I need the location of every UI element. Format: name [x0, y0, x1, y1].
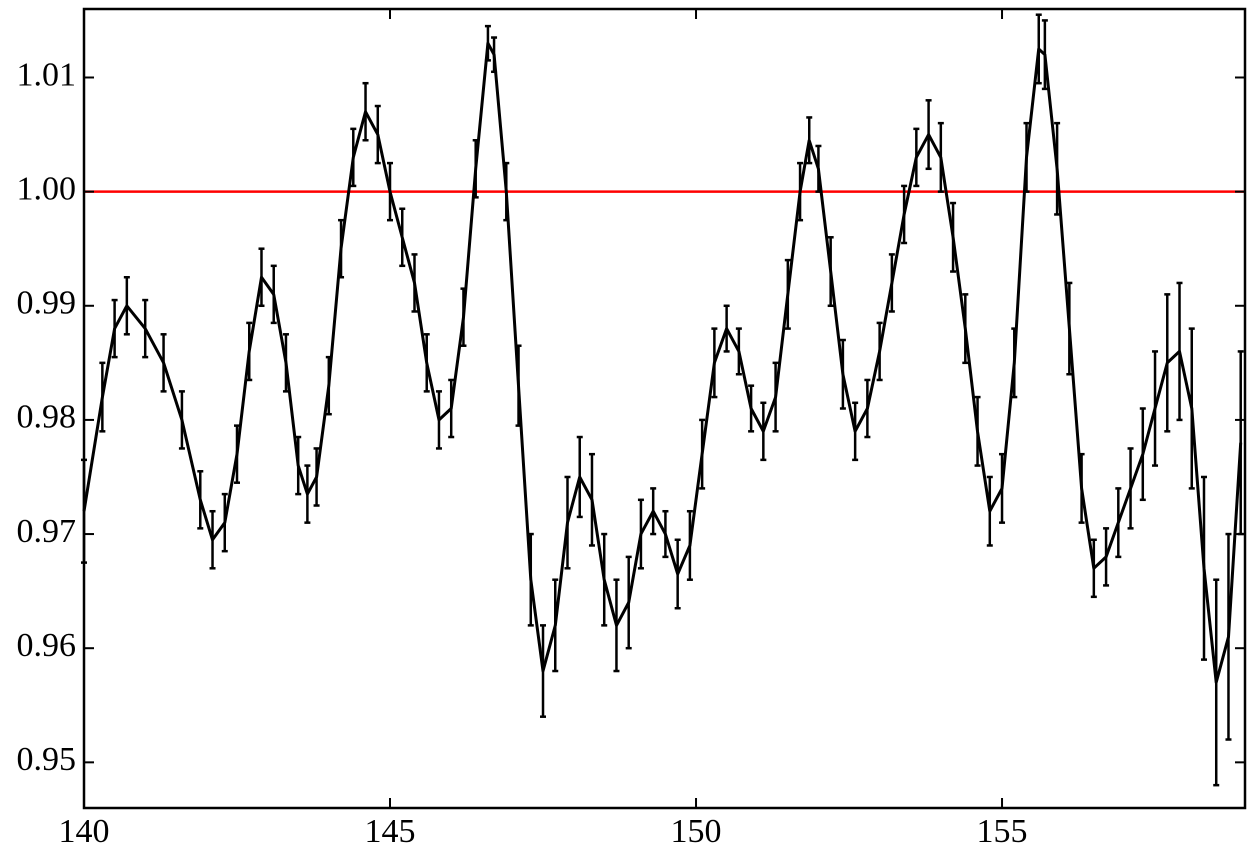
y-tick-label: 0.98	[17, 399, 77, 436]
y-tick-label: 1.00	[17, 170, 77, 207]
x-tick-label: 140	[59, 813, 110, 850]
x-tick-label: 150	[671, 813, 722, 850]
plot-frame	[82, 7, 1247, 810]
x-tick-label: 145	[365, 813, 416, 850]
x-tick-label: 155	[977, 813, 1028, 850]
y-tick-label: 1.01	[17, 56, 77, 93]
data-line	[82, 41, 1243, 684]
y-tick-label: 0.99	[17, 285, 77, 322]
y-tick-label: 0.97	[17, 513, 77, 550]
y-tick-label: 0.95	[17, 741, 77, 778]
y-tick-label: 0.96	[17, 627, 77, 664]
